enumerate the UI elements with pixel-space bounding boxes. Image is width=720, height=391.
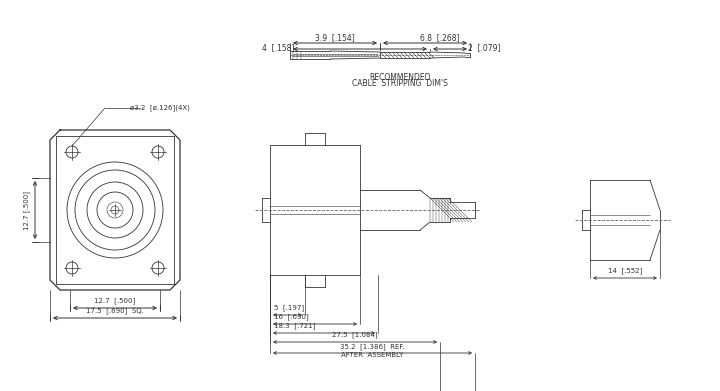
Text: 12.7  [.500]: 12.7 [.500]: [94, 298, 135, 304]
Text: ø3.2  [ø.126](4X): ø3.2 [ø.126](4X): [130, 105, 190, 111]
Text: 2  [.079]: 2 [.079]: [468, 43, 500, 52]
Text: 12.7 [.500]: 12.7 [.500]: [24, 190, 30, 230]
Text: 3.9  [.154]: 3.9 [.154]: [315, 34, 355, 43]
Text: RECOMMENDED: RECOMMENDED: [369, 72, 431, 81]
Text: CABLE  STRIPPING  DIM'S: CABLE STRIPPING DIM'S: [352, 79, 448, 88]
Text: 6.8  [.268]: 6.8 [.268]: [420, 34, 460, 43]
Text: 16  [.630]: 16 [.630]: [274, 314, 309, 320]
Text: 4  [.158]: 4 [.158]: [262, 43, 294, 52]
Text: 18.3  [.721]: 18.3 [.721]: [274, 323, 315, 329]
Text: AFTER  ASSEMBLY: AFTER ASSEMBLY: [341, 352, 404, 358]
Text: 35.2  [1.386]  REF.: 35.2 [1.386] REF.: [341, 344, 405, 350]
Text: 27.5  [1.084]: 27.5 [1.084]: [332, 332, 378, 338]
Text: 5  [.197]: 5 [.197]: [274, 305, 304, 311]
Text: 17.5  [.690]  SQ.: 17.5 [.690] SQ.: [86, 308, 144, 314]
Text: 14  [.552]: 14 [.552]: [608, 267, 642, 274]
